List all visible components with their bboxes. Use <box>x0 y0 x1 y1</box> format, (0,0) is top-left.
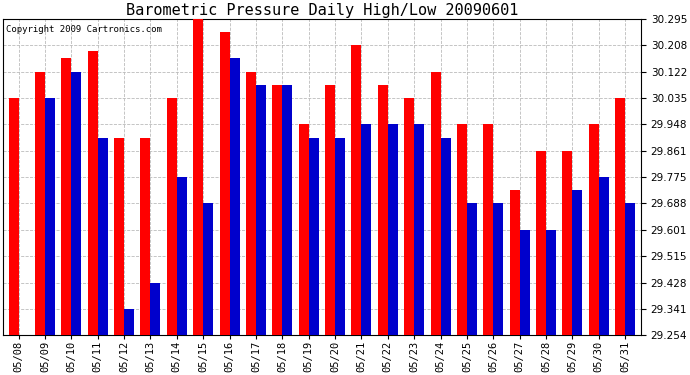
Bar <box>88 51 98 335</box>
Bar <box>246 72 256 335</box>
Bar <box>378 85 388 335</box>
Bar <box>510 190 520 335</box>
Text: Copyright 2009 Cartronics.com: Copyright 2009 Cartronics.com <box>6 25 162 34</box>
Bar <box>282 85 293 335</box>
Bar <box>177 177 187 335</box>
Bar <box>71 72 81 335</box>
Bar <box>325 85 335 335</box>
Bar <box>573 190 582 335</box>
Bar <box>615 98 625 335</box>
Bar <box>362 124 371 335</box>
Bar <box>35 72 45 335</box>
Bar <box>351 45 362 335</box>
Bar <box>204 204 213 335</box>
Bar <box>546 230 556 335</box>
Bar <box>308 138 319 335</box>
Bar <box>124 309 134 335</box>
Bar <box>335 138 345 335</box>
Bar <box>536 151 546 335</box>
Bar <box>457 124 467 335</box>
Bar <box>45 98 55 335</box>
Bar <box>625 204 635 335</box>
Bar <box>299 124 308 335</box>
Bar <box>98 138 108 335</box>
Bar <box>562 151 573 335</box>
Bar <box>520 230 530 335</box>
Bar <box>150 282 161 335</box>
Bar <box>493 204 503 335</box>
Bar <box>61 58 71 335</box>
Bar <box>589 124 599 335</box>
Bar <box>599 177 609 335</box>
Bar <box>219 32 230 335</box>
Bar <box>441 138 451 335</box>
Bar <box>467 204 477 335</box>
Bar <box>273 85 282 335</box>
Bar <box>230 58 239 335</box>
Bar <box>483 124 493 335</box>
Bar <box>167 98 177 335</box>
Title: Barometric Pressure Daily High/Low 20090601: Barometric Pressure Daily High/Low 20090… <box>126 3 518 18</box>
Bar <box>431 72 441 335</box>
Bar <box>141 138 150 335</box>
Bar <box>256 85 266 335</box>
Bar <box>193 19 204 335</box>
Bar <box>114 138 124 335</box>
Bar <box>8 98 19 335</box>
Bar <box>388 124 398 335</box>
Bar <box>414 124 424 335</box>
Bar <box>404 98 414 335</box>
